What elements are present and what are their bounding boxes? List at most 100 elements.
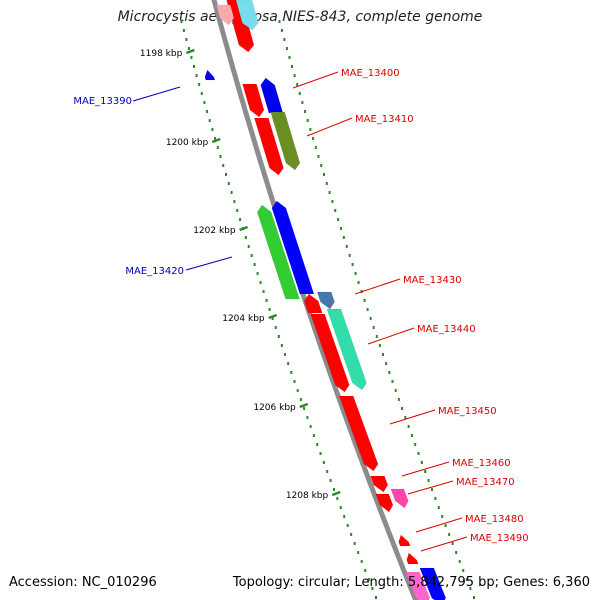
- outer-dot-track: [437, 506, 440, 509]
- inner-dot-track: [233, 200, 236, 203]
- outer-dot-track: [404, 416, 407, 419]
- gene-label: MAE_13400: [341, 68, 400, 79]
- gene-arrow: [216, 4, 235, 26]
- gene-arrow: [303, 293, 323, 314]
- outer-dot-track: [278, 20, 281, 23]
- tick-mark: [211, 137, 221, 144]
- outer-dot-track: [280, 29, 283, 32]
- outer-dot-track: [397, 398, 400, 401]
- outer-dot-track: [323, 173, 326, 176]
- gene-labels: MAE_13390 MAE_13400 MAE_13410 MAE_13420 MAE_…: [73, 68, 529, 552]
- kbp-ticks: 1198 kbp 1200 kbp 1202 kbp 1204 kbp 1206 kbp…: [140, 48, 341, 501]
- inner-dot-track: [265, 299, 268, 302]
- gene-arrow: [338, 395, 379, 472]
- gene-label: MAE_13420: [125, 266, 184, 277]
- inner-dot-track: [332, 488, 335, 491]
- inner-dot-track: [312, 434, 315, 437]
- inner-dot-track: [198, 83, 201, 86]
- genome-info-text: Topology: circular; Length: 5,842,795 bp…: [232, 575, 590, 590]
- gene-arrow: [271, 200, 315, 295]
- inner-dot-track: [262, 290, 265, 293]
- inner-dot-track: [244, 236, 247, 239]
- inner-dot-track: [239, 218, 242, 221]
- outer-dot-track: [410, 434, 413, 437]
- outer-dot-track: [301, 101, 304, 104]
- gene-arrow: [405, 571, 431, 600]
- inner-dot-track: [227, 182, 230, 185]
- outer-dot-track: [357, 281, 360, 284]
- inner-dot-track: [293, 380, 296, 383]
- gene-arrow: [235, 0, 259, 31]
- outer-dot-track: [394, 389, 397, 392]
- inner-dot-track: [214, 137, 217, 140]
- inner-dot-track: [360, 560, 363, 563]
- outer-dot-track: [351, 263, 354, 266]
- leader-line: [415, 517, 463, 533]
- inner-dot-track: [211, 128, 214, 131]
- outer-dot-track: [296, 83, 299, 86]
- outer-dot-track: [345, 245, 348, 248]
- inner-dot-track: [299, 398, 302, 401]
- outer-dot-track: [444, 524, 447, 527]
- leader-line: [292, 71, 339, 89]
- inner-dot-track: [230, 191, 233, 194]
- tick-label: 1204 kbp: [222, 314, 265, 324]
- gene-features: [204, 0, 447, 600]
- outer-dot-track: [420, 461, 423, 464]
- inner-dot-track: [216, 146, 219, 149]
- gene-arrow: [270, 111, 301, 171]
- gene-arrow: [419, 567, 447, 600]
- tick-mark: [299, 402, 309, 409]
- outer-dot-track: [348, 254, 351, 257]
- inner-dot-track: [296, 389, 299, 392]
- inner-dot-track: [329, 479, 332, 482]
- outer-dot-track: [430, 488, 433, 491]
- gene-label: MAE_13440: [417, 324, 476, 335]
- gene-label: MAE_13410: [355, 114, 414, 125]
- leader-line: [132, 86, 181, 102]
- track-dots: [180, 20, 475, 599]
- leader-line: [389, 409, 436, 425]
- outer-dot-track: [469, 587, 472, 590]
- outer-dot-track: [369, 317, 372, 320]
- leader-line: [354, 278, 401, 295]
- outer-dot-track: [451, 542, 454, 545]
- inner-dot-track: [187, 47, 190, 50]
- outer-dot-track: [417, 452, 420, 455]
- outer-dot-track: [317, 155, 320, 158]
- gene-label: MAE_13470: [456, 477, 515, 488]
- inner-dot-track: [203, 101, 206, 104]
- outer-dot-track: [283, 38, 286, 41]
- outer-dot-track: [455, 551, 458, 554]
- gene-arrow: [256, 204, 300, 300]
- outer-dot-track: [414, 443, 417, 446]
- outer-dot-track: [288, 56, 291, 59]
- inner-dot-track: [319, 452, 322, 455]
- inner-dot-track: [280, 344, 283, 347]
- tick-label: 1200 kbp: [166, 138, 209, 148]
- gene-label: MAE_13390: [73, 96, 132, 107]
- outer-dot-track: [391, 380, 394, 383]
- tick-label: 1208 kbp: [286, 491, 329, 501]
- outer-dot-track: [441, 515, 444, 518]
- inner-dot-track: [374, 596, 377, 599]
- gene-arrow: [254, 117, 284, 176]
- inner-dot-track: [316, 443, 319, 446]
- gene-label: MAE_13460: [452, 458, 511, 469]
- leader-line: [185, 256, 233, 271]
- outer-dot-track: [339, 227, 342, 230]
- inner-dot-track: [343, 515, 346, 518]
- gene-arrow: [326, 308, 367, 391]
- outer-dot-track: [472, 596, 475, 599]
- inner-dot-track: [367, 578, 370, 581]
- tick-mark: [331, 490, 341, 497]
- tick-mark: [239, 225, 249, 232]
- outer-dot-track: [314, 146, 317, 149]
- inner-dot-track: [309, 425, 312, 428]
- gene-label: MAE_13450: [438, 406, 497, 417]
- inner-dot-track: [193, 65, 196, 68]
- inner-dot-track: [219, 155, 222, 158]
- inner-dot-track: [268, 308, 271, 311]
- inner-dot-track: [322, 461, 325, 464]
